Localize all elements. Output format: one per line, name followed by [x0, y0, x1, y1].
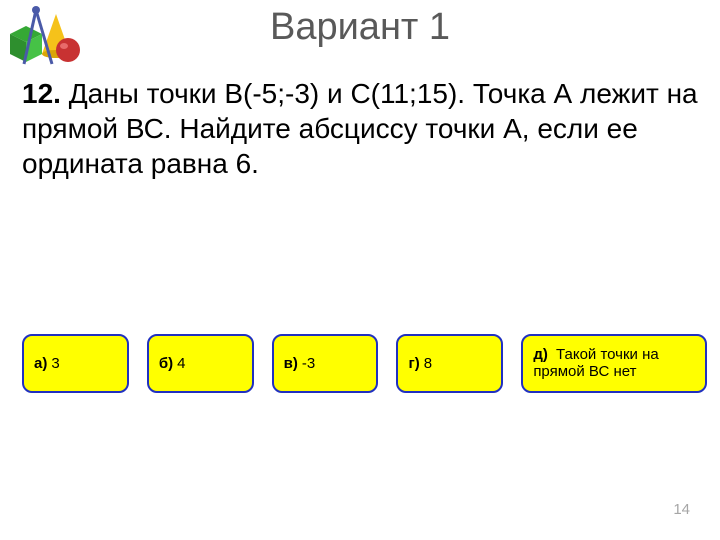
answer-option-d[interactable]: д) Такой точки на прямой ВС нет	[521, 334, 707, 393]
answer-lead: г)	[408, 355, 419, 372]
question-text: 12. Даны точки В(-5;-3) и С(11;15). Точк…	[22, 76, 702, 181]
page-number: 14	[673, 501, 690, 518]
question-number: 12.	[22, 78, 61, 109]
answer-value: 4	[177, 355, 185, 372]
answer-lead: б)	[159, 355, 173, 372]
answer-option-b[interactable]: б) 4	[147, 334, 254, 393]
answer-value: 3	[51, 355, 59, 372]
answer-value: 8	[424, 355, 432, 372]
question-body: Даны точки В(-5;-3) и С(11;15). Точка А …	[22, 78, 698, 179]
answer-value: -3	[302, 355, 315, 372]
answer-option-v[interactable]: в) -3	[272, 334, 379, 393]
answer-lead: а)	[34, 355, 47, 372]
page-title: Вариант 1	[0, 6, 720, 49]
answer-value: Такой точки на прямой ВС нет	[533, 346, 658, 380]
answer-lead: в)	[284, 355, 298, 372]
answer-option-a[interactable]: а) 3	[22, 334, 129, 393]
answer-lead: д)	[533, 346, 548, 363]
answer-row: а) 3 б) 4 в) -3 г) 8 д) Такой точки на п…	[22, 334, 707, 393]
answer-option-g[interactable]: г) 8	[396, 334, 503, 393]
